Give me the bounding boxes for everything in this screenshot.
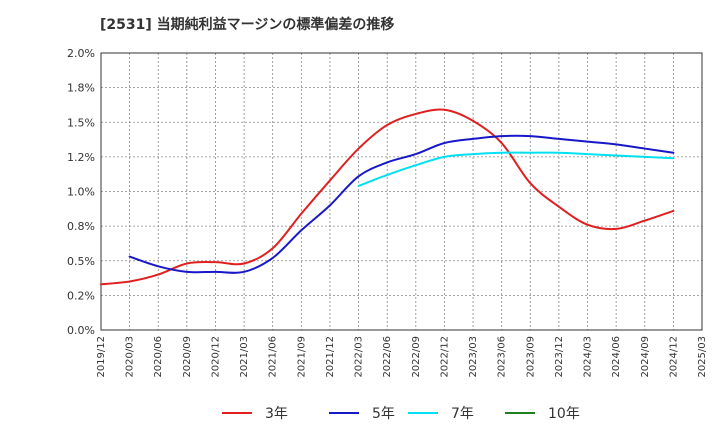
y-tick-label: 1.2% [67, 151, 95, 164]
series-line-5年 [128, 134, 675, 274]
y-tick-label: 1.8% [67, 82, 95, 95]
plot-border [100, 52, 703, 331]
series-line-7年 [357, 151, 675, 187]
x-tick-label: 2021/09 [296, 336, 307, 378]
y-tick-label: 0.0% [67, 324, 95, 337]
y-tick-label: 0.8% [67, 220, 95, 233]
x-tick-label: 2024/09 [640, 336, 651, 378]
x-tick-label: 2020/09 [182, 336, 193, 378]
x-tick-label: 2021/06 [268, 336, 279, 378]
chart-title: [2531] 当期純利益マージンの標準偏差の推移 [100, 17, 395, 33]
x-tick-label: 2020/03 [125, 336, 136, 378]
x-tick-label: 2020/12 [210, 336, 221, 378]
x-tick-label: 2020/06 [153, 336, 164, 378]
y-tick-label: 0.2% [67, 289, 95, 302]
x-tick-label: 2024/06 [611, 336, 622, 378]
x-tick-label: 2021/12 [325, 336, 336, 378]
x-tick-label: 2022/09 [411, 336, 422, 378]
x-tick-label: 2023/09 [525, 336, 536, 378]
y-tick-label: 0.5% [67, 255, 95, 268]
y-tick-label: 1.5% [67, 116, 95, 129]
legend-label-10年: 10年 [548, 406, 580, 422]
y-tick-label: 1.0% [67, 186, 95, 199]
x-tick-label: 2019/12 [96, 336, 107, 378]
x-tick-label: 2022/12 [439, 336, 450, 378]
x-tick-label: 2022/06 [382, 336, 393, 378]
series-line-3年 [100, 108, 675, 286]
x-tick-label: 2024/03 [583, 336, 594, 378]
x-tick-label: 2021/03 [239, 336, 250, 378]
x-tick-label: 2023/03 [468, 336, 479, 378]
legend-label-7年: 7年 [451, 406, 474, 422]
legend-label-5年: 5年 [372, 406, 395, 422]
y-tick-label: 2.0% [67, 47, 95, 60]
x-tick-label: 2024/12 [668, 336, 679, 378]
legend-label-3年: 3年 [265, 406, 288, 422]
x-tick-label: 2023/12 [554, 336, 565, 378]
x-tick-label: 2023/06 [497, 336, 508, 378]
x-tick-label: 2022/03 [354, 336, 365, 378]
x-tick-label: 2025/03 [697, 336, 708, 378]
